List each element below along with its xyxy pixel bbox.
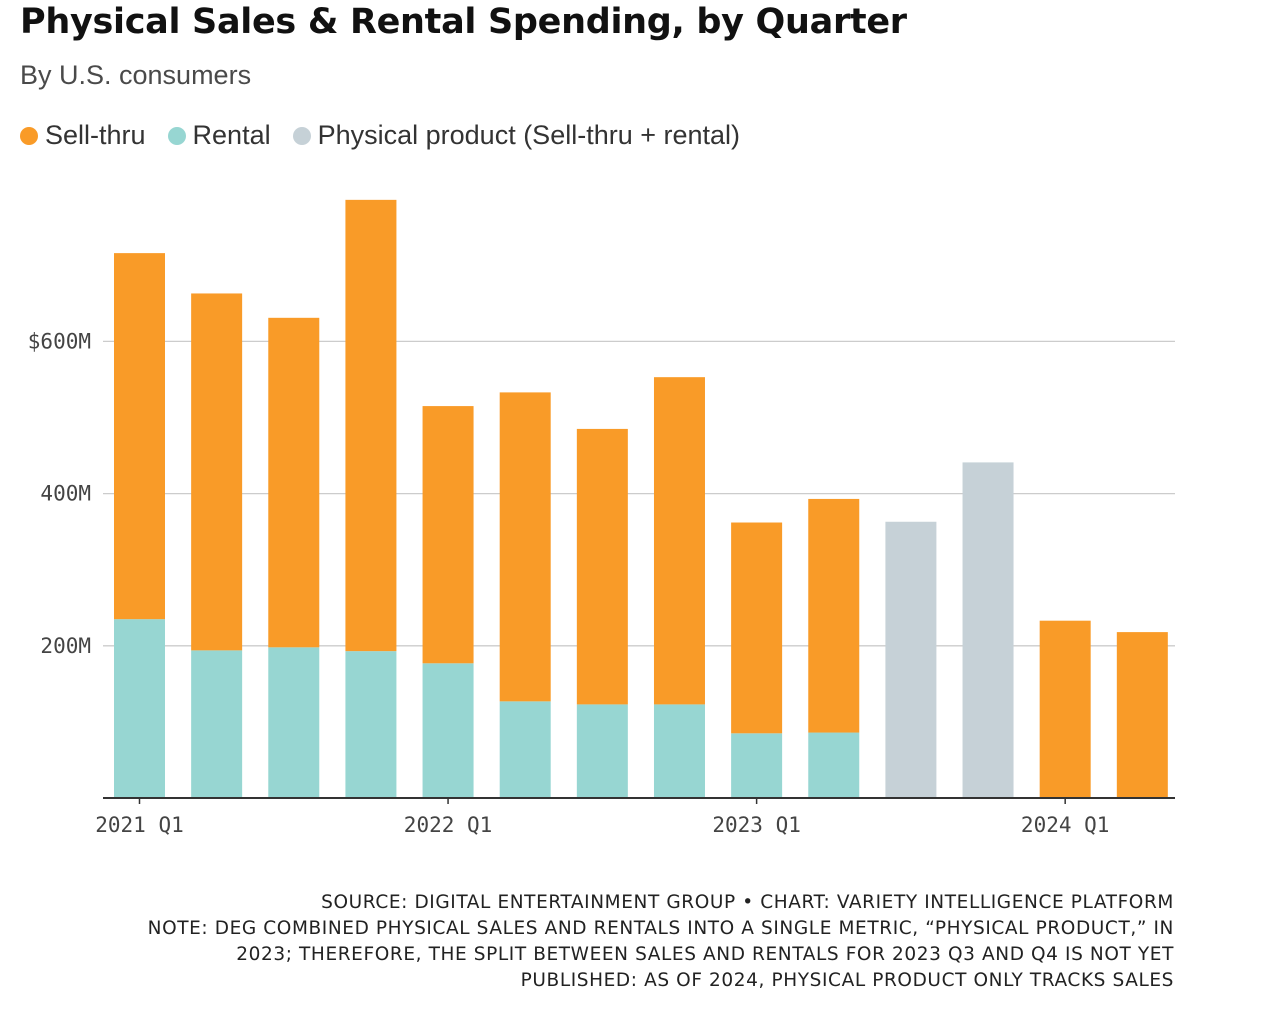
y-tick-label: $600M: [28, 329, 91, 353]
source-note: SOURCE: DIGITAL ENTERTAINMENT GROUP • CH…: [321, 892, 1174, 913]
bar-rental: [808, 732, 860, 798]
legend-label-rental: Rental: [192, 120, 271, 150]
y-tick-label: 400M: [40, 482, 91, 506]
bar-sell-thru: [345, 199, 397, 652]
bar-rental: [731, 733, 783, 798]
bar-rental: [191, 650, 243, 798]
bar-rental: [499, 701, 551, 798]
x-tick-label: 2021 Q1: [95, 813, 184, 837]
note-line-2: 2023; THEREFORE, THE SPLIT BETWEEN SALES…: [236, 944, 1174, 965]
note-line-1: NOTE: DEG COMBINED PHYSICAL SALES AND RE…: [147, 918, 1174, 939]
bar-rental: [653, 704, 705, 798]
bar-rental: [576, 704, 628, 798]
legend-label-physical-product: Physical product (Sell-thru + rental): [317, 120, 741, 150]
bar-rental: [422, 663, 474, 798]
x-tick-label: 2023 Q1: [712, 813, 801, 837]
bar-sell-thru: [808, 498, 860, 733]
x-tick-label: 2022 Q1: [404, 813, 493, 837]
legend-swatch-physical-product: [292, 126, 311, 145]
bar-rental: [114, 619, 165, 798]
bar-sell-thru: [422, 406, 474, 664]
bar-sell-thru: [1039, 620, 1091, 798]
chart-title: Physical Sales & Rental Spending, by Qua…: [20, 2, 907, 42]
bar-sell-thru: [499, 392, 551, 702]
bar-chart: 200M 400M $600M 2021 Q1 2022 Q1 2023 Q1 2024 Q…: [28, 199, 1175, 837]
bar-physical-product: [962, 462, 1014, 798]
legend-label-sell-thru: Sell-thru: [45, 120, 146, 150]
bar-sell-thru: [653, 377, 705, 705]
note-line-3: PUBLISHED: AS OF 2024, PHYSICAL PRODUCT …: [520, 970, 1174, 991]
x-tick-label: 2024 Q1: [1021, 813, 1110, 837]
bar-sell-thru: [576, 428, 628, 705]
legend-item-sell-thru: Sell-thru: [20, 120, 146, 151]
bar-rental: [268, 647, 320, 798]
y-tick-label: 200M: [40, 634, 91, 658]
legend-item-rental: Rental: [167, 120, 271, 151]
chart-subtitle: By U.S. consumers: [20, 60, 252, 90]
bar-sell-thru: [268, 317, 320, 648]
legend-swatch-sell-thru: [20, 126, 38, 145]
bar-sell-thru: [114, 253, 165, 620]
bar-sell-thru: [191, 293, 243, 651]
bar-sell-thru: [1116, 632, 1168, 798]
legend-item-physical-product: Physical product (Sell-thru + rental): [292, 120, 741, 151]
chart-footer: SOURCE: DIGITAL ENTERTAINMENT GROUP • CH…: [148, 890, 1174, 994]
bar-rental: [345, 651, 397, 798]
legend-swatch-rental: [167, 126, 186, 145]
legend: Sell-thru Rental Physical product (Sell-…: [20, 120, 762, 151]
bar-physical-product: [885, 521, 937, 798]
bar-sell-thru: [731, 522, 783, 734]
